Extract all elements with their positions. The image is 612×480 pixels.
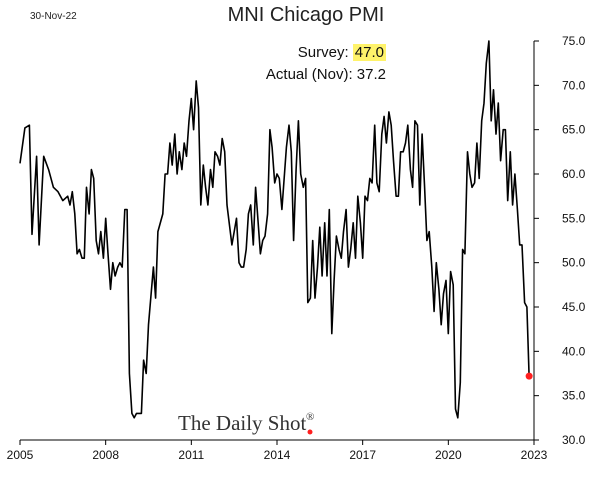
date-label: 30-Nov-22 xyxy=(30,11,77,22)
y-tick-label: 65.0 xyxy=(562,123,586,137)
y-tick-label: 50.0 xyxy=(562,256,586,270)
survey-value: 47.0 xyxy=(352,44,386,61)
watermark-text: The Daily Shot xyxy=(178,411,306,435)
chart-title: MNI Chicago PMI xyxy=(227,4,385,26)
x-tick-label: 2020 xyxy=(435,448,462,462)
y-tick-label: 35.0 xyxy=(562,389,586,403)
y-tick-label: 45.0 xyxy=(562,300,586,314)
y-tick-label: 40.0 xyxy=(562,344,586,358)
survey-label: Survey: xyxy=(297,44,349,61)
survey-annotation: Survey: 47.0 Actual (Nov): 37.2 xyxy=(266,42,386,86)
watermark-dot xyxy=(307,429,313,435)
x-tick-label: 2023 xyxy=(521,448,548,462)
y-tick-label: 60.0 xyxy=(562,167,586,181)
y-tick-label: 55.0 xyxy=(562,211,586,225)
x-tick-label: 2011 xyxy=(178,448,204,462)
x-tick-label: 2005 xyxy=(7,448,34,462)
x-tick-label: 2017 xyxy=(349,448,376,462)
y-tick-label: 75.0 xyxy=(562,34,586,48)
x-tick-label: 2008 xyxy=(92,448,119,462)
y-tick-label: 30.0 xyxy=(562,433,586,447)
actual-row: Actual (Nov): 37.2 xyxy=(266,64,386,86)
survey-row: Survey: 47.0 xyxy=(266,42,386,64)
watermark: The Daily Shot ® xyxy=(178,411,314,435)
actual-value: 37.2 xyxy=(356,66,386,83)
actual-label: Actual (Nov): xyxy=(265,66,353,83)
watermark-registered-mark: ® xyxy=(306,411,314,423)
y-tick-label: 70.0 xyxy=(562,78,586,92)
last-point-marker xyxy=(525,372,533,380)
series-line xyxy=(19,40,530,419)
x-tick-label: 2014 xyxy=(264,448,291,462)
